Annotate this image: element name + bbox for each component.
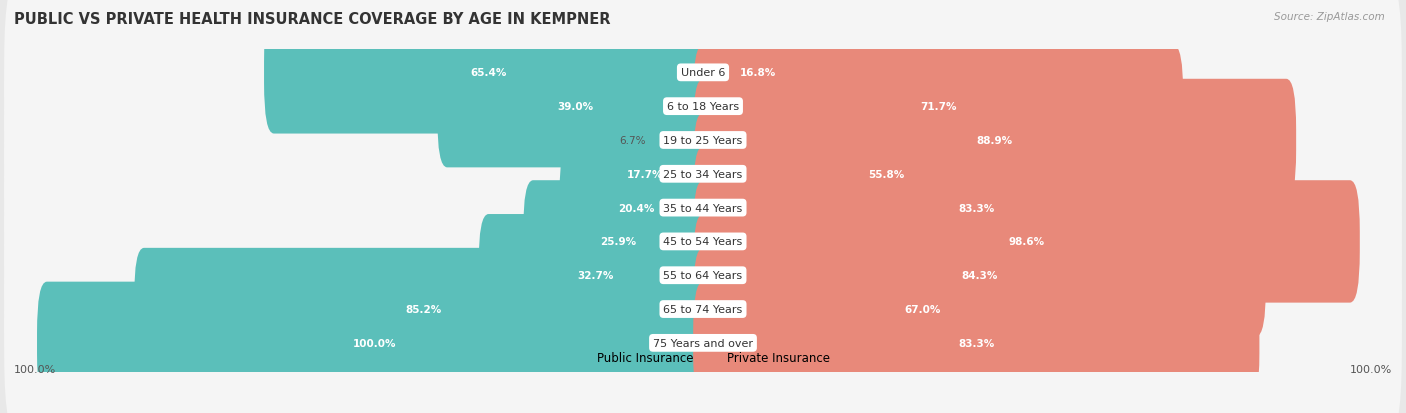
Text: Source: ZipAtlas.com: Source: ZipAtlas.com	[1274, 12, 1385, 22]
Text: 20.4%: 20.4%	[617, 203, 654, 213]
Text: 35 to 44 Years: 35 to 44 Years	[664, 203, 742, 213]
Text: 16.8%: 16.8%	[740, 68, 776, 78]
Text: 75 Years and over: 75 Years and over	[652, 338, 754, 348]
Text: 98.6%: 98.6%	[1008, 237, 1045, 247]
FancyBboxPatch shape	[437, 46, 713, 168]
FancyBboxPatch shape	[478, 214, 713, 337]
FancyBboxPatch shape	[264, 12, 713, 134]
FancyBboxPatch shape	[4, 111, 1402, 306]
FancyBboxPatch shape	[4, 0, 1402, 171]
FancyBboxPatch shape	[37, 282, 713, 404]
Text: 39.0%: 39.0%	[557, 102, 593, 112]
Text: 65.4%: 65.4%	[470, 68, 506, 78]
Text: 55.8%: 55.8%	[868, 169, 904, 179]
Text: 6 to 18 Years: 6 to 18 Years	[666, 102, 740, 112]
FancyBboxPatch shape	[576, 113, 713, 235]
Text: 25 to 34 Years: 25 to 34 Years	[664, 169, 742, 179]
FancyBboxPatch shape	[4, 178, 1402, 373]
Text: 83.3%: 83.3%	[957, 338, 994, 348]
FancyBboxPatch shape	[693, 147, 1260, 269]
Text: PUBLIC VS PRIVATE HEALTH INSURANCE COVERAGE BY AGE IN KEMPNER: PUBLIC VS PRIVATE HEALTH INSURANCE COVER…	[14, 12, 610, 27]
Text: 55 to 64 Years: 55 to 64 Years	[664, 271, 742, 280]
Text: 25.9%: 25.9%	[600, 237, 636, 247]
Text: 65 to 74 Years: 65 to 74 Years	[664, 304, 742, 314]
FancyBboxPatch shape	[693, 12, 823, 134]
FancyBboxPatch shape	[4, 145, 1402, 339]
Text: 19 to 25 Years: 19 to 25 Years	[664, 135, 742, 146]
FancyBboxPatch shape	[560, 147, 713, 269]
FancyBboxPatch shape	[4, 77, 1402, 272]
FancyBboxPatch shape	[134, 248, 713, 370]
FancyBboxPatch shape	[523, 181, 713, 303]
FancyBboxPatch shape	[693, 282, 1260, 404]
Legend: Public Insurance, Private Insurance: Public Insurance, Private Insurance	[571, 347, 835, 369]
Text: 6.7%: 6.7%	[620, 135, 645, 146]
FancyBboxPatch shape	[4, 43, 1402, 238]
Text: 85.2%: 85.2%	[405, 304, 441, 314]
Text: 100.0%: 100.0%	[14, 364, 56, 374]
FancyBboxPatch shape	[4, 246, 1402, 413]
FancyBboxPatch shape	[4, 212, 1402, 407]
FancyBboxPatch shape	[693, 113, 1078, 235]
FancyBboxPatch shape	[693, 214, 1265, 337]
FancyBboxPatch shape	[693, 248, 1153, 370]
Text: 17.7%: 17.7%	[627, 169, 664, 179]
Text: 83.3%: 83.3%	[957, 203, 994, 213]
Text: 100.0%: 100.0%	[353, 338, 396, 348]
Text: 100.0%: 100.0%	[1350, 364, 1392, 374]
Text: 84.3%: 84.3%	[962, 271, 998, 280]
Text: 67.0%: 67.0%	[904, 304, 941, 314]
Text: 45 to 54 Years: 45 to 54 Years	[664, 237, 742, 247]
Text: Under 6: Under 6	[681, 68, 725, 78]
Text: 32.7%: 32.7%	[578, 271, 614, 280]
FancyBboxPatch shape	[693, 80, 1296, 202]
FancyBboxPatch shape	[650, 80, 713, 202]
FancyBboxPatch shape	[693, 181, 1360, 303]
FancyBboxPatch shape	[693, 46, 1184, 168]
Text: 71.7%: 71.7%	[920, 102, 956, 112]
Text: 88.9%: 88.9%	[977, 135, 1012, 146]
FancyBboxPatch shape	[4, 9, 1402, 204]
